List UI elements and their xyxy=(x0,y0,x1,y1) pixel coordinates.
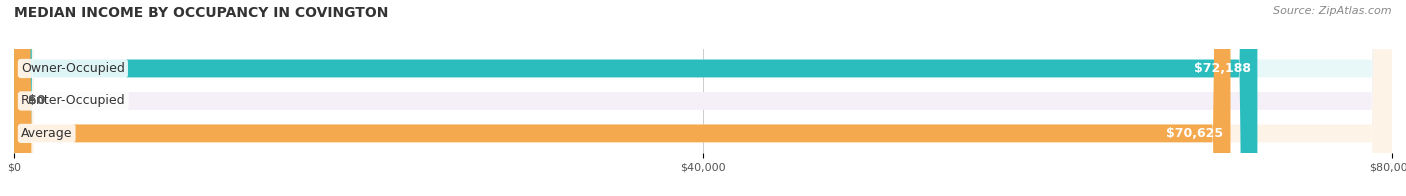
Text: Renter-Occupied: Renter-Occupied xyxy=(21,94,125,107)
Text: Owner-Occupied: Owner-Occupied xyxy=(21,62,125,75)
Text: $70,625: $70,625 xyxy=(1167,127,1223,140)
FancyBboxPatch shape xyxy=(14,0,1257,196)
Text: $72,188: $72,188 xyxy=(1194,62,1250,75)
FancyBboxPatch shape xyxy=(14,0,1392,196)
FancyBboxPatch shape xyxy=(14,0,1392,196)
Text: MEDIAN INCOME BY OCCUPANCY IN COVINGTON: MEDIAN INCOME BY OCCUPANCY IN COVINGTON xyxy=(14,6,388,20)
FancyBboxPatch shape xyxy=(14,0,1230,196)
Text: Average: Average xyxy=(21,127,73,140)
Text: $0: $0 xyxy=(28,94,45,107)
Text: Source: ZipAtlas.com: Source: ZipAtlas.com xyxy=(1274,6,1392,16)
FancyBboxPatch shape xyxy=(14,0,1392,196)
